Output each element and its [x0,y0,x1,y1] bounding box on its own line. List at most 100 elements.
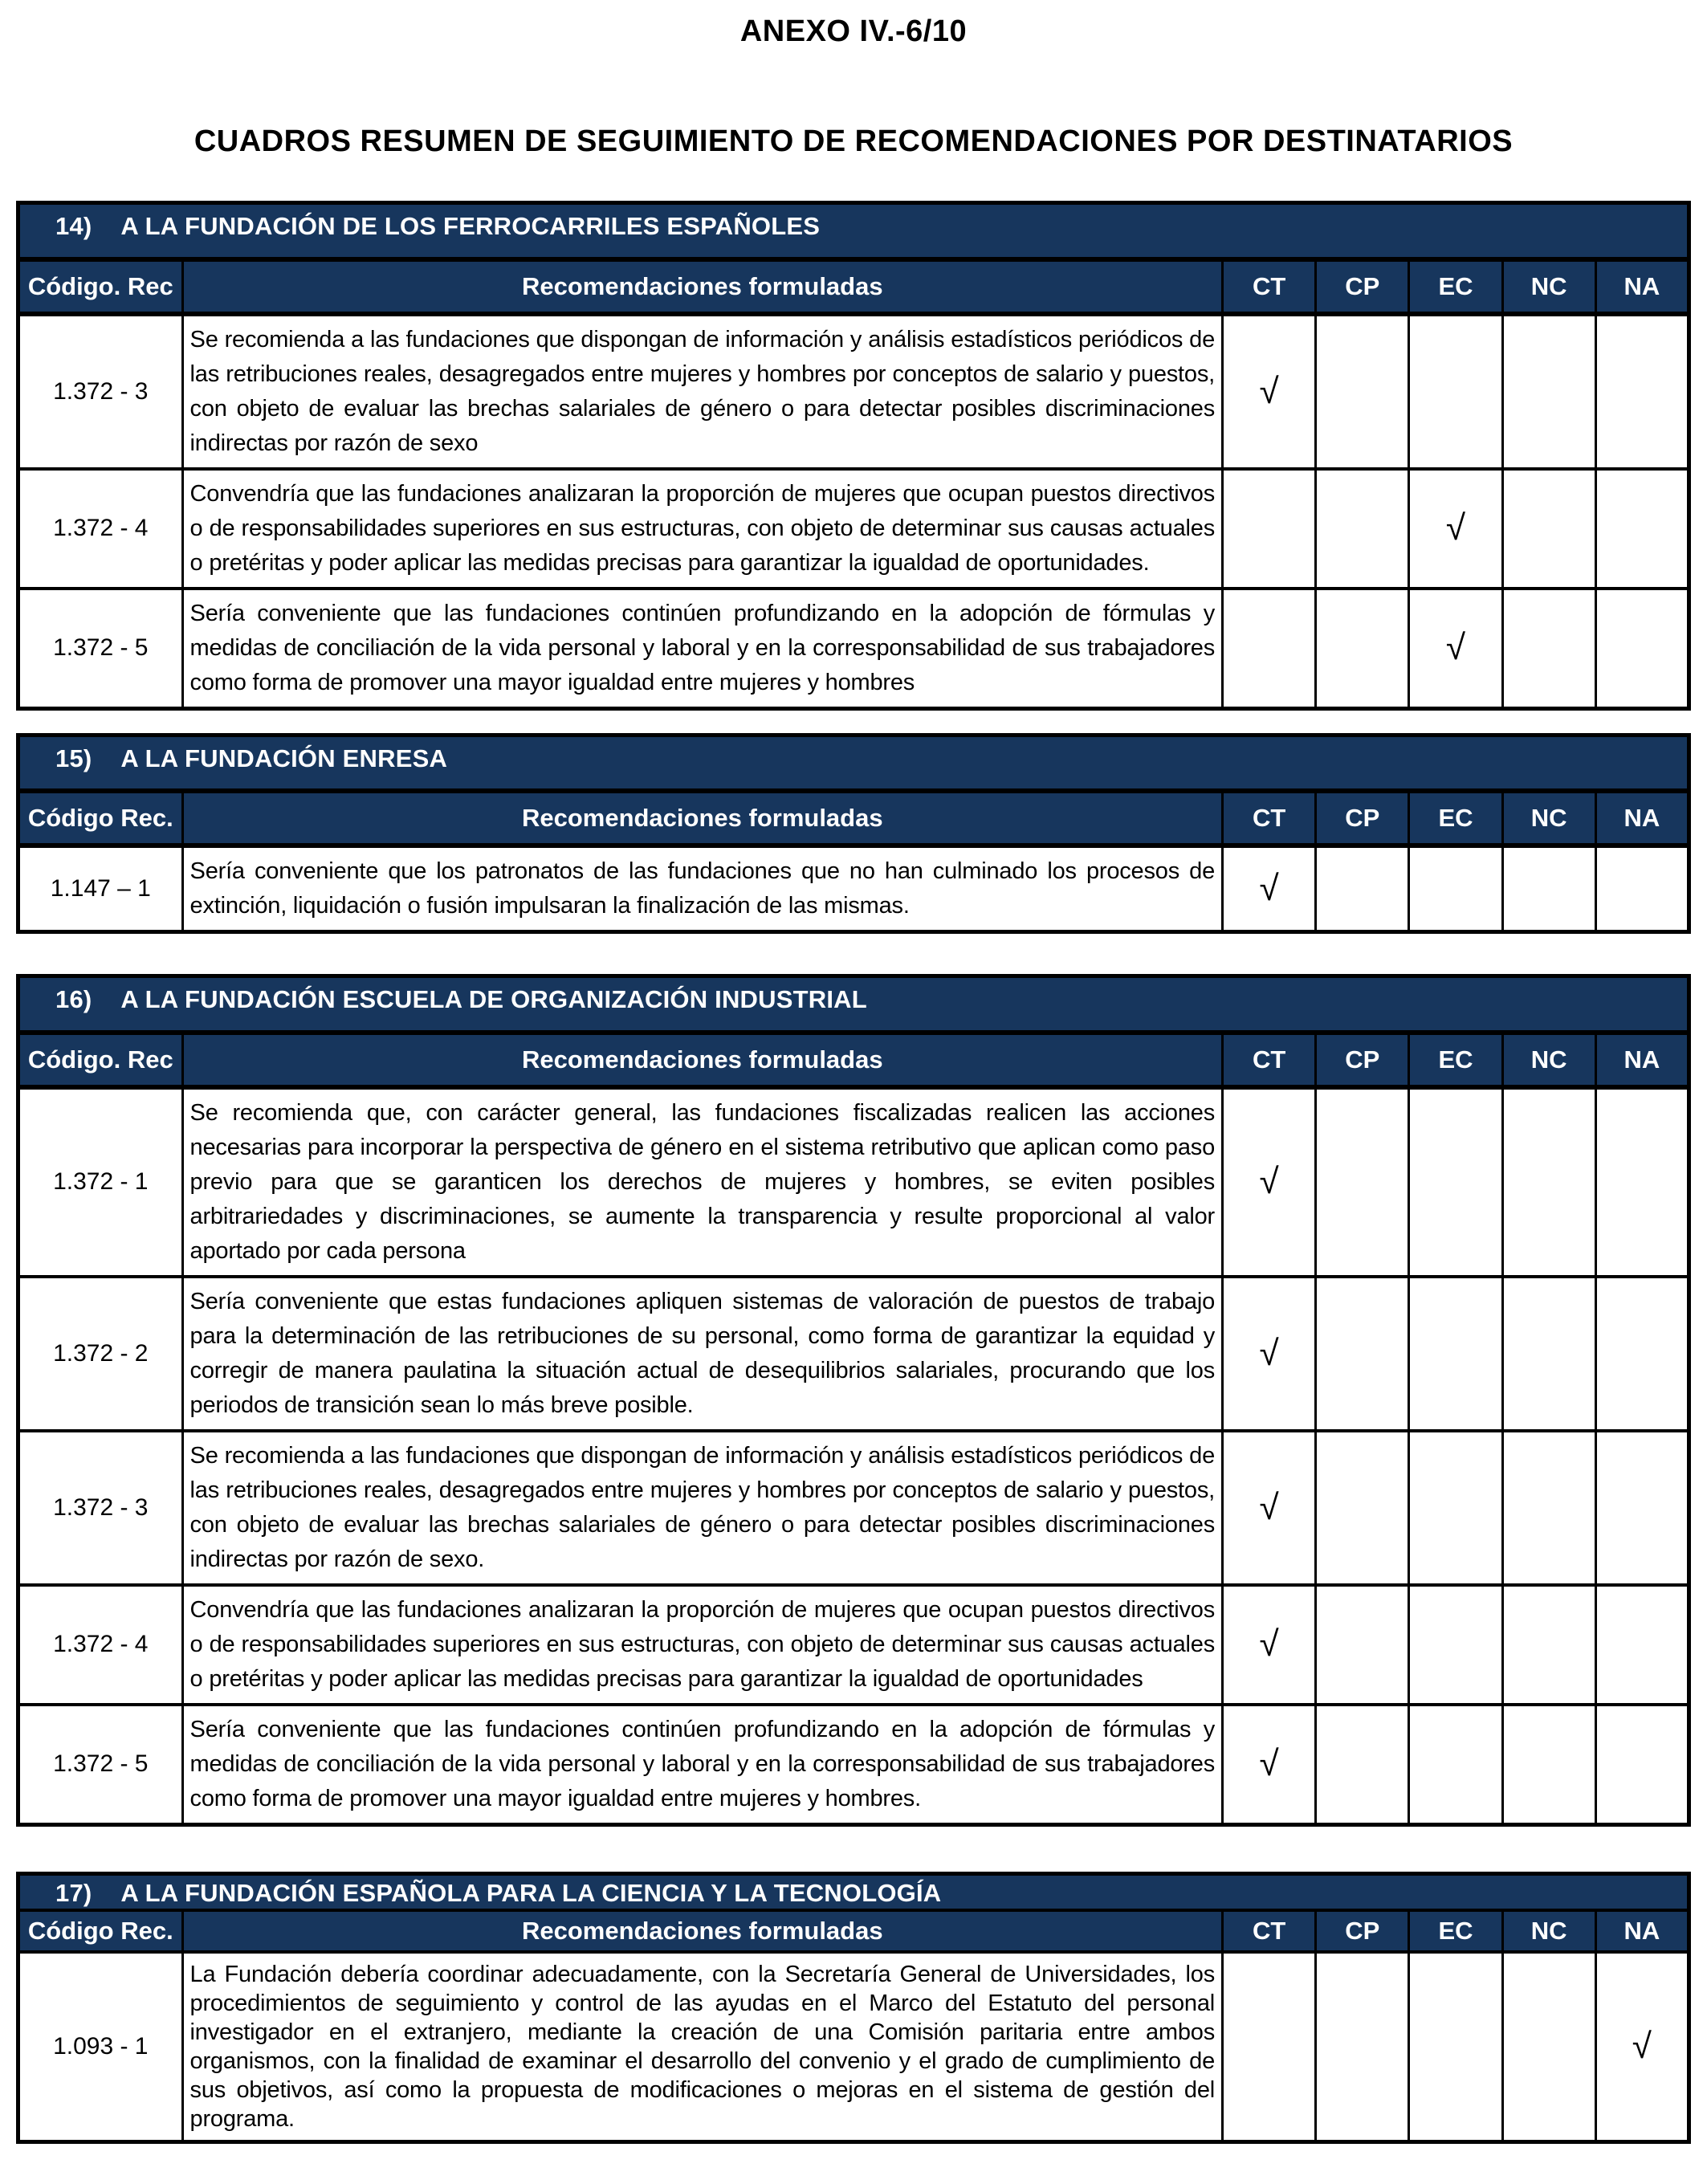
status-cell-nc [1501,467,1597,589]
recommendation-row: 1.147 – 1 Sería conveniente que los patr… [17,844,1691,933]
section-title: A LA FUNDACIÓN DE LOS FERROCARRILES ESPA… [120,212,821,240]
status-cell-cp [1314,586,1411,710]
status-column-header-na: NA [1594,789,1691,848]
code-cell: 1.147 – 1 [17,844,184,933]
checkmark-icon: √ [1259,1333,1279,1373]
status-cell-na [1594,312,1691,470]
status-cell-na [1594,844,1691,933]
status-cell-cp [1314,1583,1411,1705]
recommendation-text: Sería conveniente que los patronatos de … [181,844,1224,933]
recommendations-column-header: Recomendaciones formuladas [181,1909,1224,1954]
section-header-row: 17) A LA FUNDACIÓN ESPAÑOLA PARA LA CIENC… [17,1872,1690,1912]
checkmark-icon: √ [1445,628,1466,667]
status-column-header-ec: EC [1408,789,1504,848]
status-column-header-nc: NC [1501,789,1597,848]
status-cell-ct [1221,1950,1318,2143]
status-cell-nc [1501,1702,1597,1826]
checkmark-icon: √ [1632,2027,1652,2066]
status-cell-nc [1501,1085,1597,1277]
section-header-row: 14) A LA FUNDACIÓN DE LOS FERROCARRILES E… [17,202,1690,262]
recommendation-text: Sería conveniente que las fundaciones co… [181,1702,1224,1826]
section-number: 17) [55,1878,92,1907]
status-cell-na [1594,1702,1691,1826]
recommendation-row: 1.372 - 3 Se recomienda a las fundacione… [17,312,1691,470]
status-cell-ct: √ [1221,1274,1318,1432]
status-cell-ec [1408,1428,1504,1586]
recommendation-text: Sería conveniente que estas fundaciones … [181,1274,1224,1432]
status-column-header-cp: CP [1314,1909,1411,1954]
recommendation-text: Se recomienda a las fundaciones que disp… [181,312,1224,470]
recommendation-row: 1.372 - 5 Sería conveniente que las fund… [17,586,1691,710]
recommendation-row: 1.372 - 3 Se recomienda a las fundacione… [17,1428,1691,1586]
recommendation-text: Convendría que las fundaciones analizara… [181,467,1224,589]
status-column-header-cp: CP [1314,1031,1411,1090]
table-14-fundacion-ferrocarriles: 14) A LA FUNDACIÓN DE LOS FERROCARRILES E… [16,201,1691,711]
status-cell-ec [1408,844,1504,933]
recommendations-column-header: Recomendaciones formuladas [181,1031,1224,1090]
status-cell-ec [1408,1085,1504,1277]
checkmark-icon: √ [1445,508,1466,548]
code-column-header: Código. Rec [17,258,184,316]
recommendations-column-header: Recomendaciones formuladas [181,258,1224,316]
recommendation-text: Se recomienda a las fundaciones que disp… [181,1428,1224,1586]
status-cell-ct [1221,586,1318,710]
status-cell-na [1594,586,1691,710]
recommendation-text: Sería conveniente que las fundaciones co… [181,586,1224,710]
status-column-header-cp: CP [1314,789,1411,848]
section-number: 15) [55,744,92,772]
recommendation-row: 1.372 - 2 Sería conveniente que estas fu… [17,1274,1691,1432]
code-cell: 1.372 - 5 [17,1702,184,1826]
status-cell-na [1594,467,1691,589]
page-title: ANEXO IV.-6/10 [739,14,968,48]
code-column-header: Código. Rec [17,1031,184,1090]
table-15-fundacion-enresa: 15) A LA FUNDACIÓN ENRESA Código Rec. Rec… [16,732,1691,934]
status-column-header-nc: NC [1501,1031,1597,1090]
status-column-header-ec: EC [1408,1909,1504,1954]
recommendation-row: 1.372 - 4 Convendría que las fundaciones… [17,467,1691,589]
page-subtitle: CUADROS RESUMEN DE SEGUIMIENTO DE RECOME… [194,124,1513,158]
table-17-fundacion-fecyt: 17) A LA FUNDACIÓN ESPAÑOLA PARA LA CIENC… [16,1871,1691,2144]
status-column-header-na: NA [1594,258,1691,316]
status-cell-cp [1314,1085,1411,1277]
status-column-header-ct: CT [1221,258,1318,316]
status-cell-ct: √ [1221,1702,1318,1826]
recommendation-row: 1.372 - 4 Convendría que las fundaciones… [17,1583,1691,1705]
recommendation-text: La Fundación debería coordinar adecuadam… [181,1950,1224,2143]
status-cell-na: √ [1594,1950,1691,2143]
status-column-header-ct: CT [1221,789,1318,848]
status-cell-cp [1314,844,1411,933]
code-cell: 1.372 - 4 [17,1583,184,1705]
column-header-row: Código. Rec Recomendaciones formuladas C… [17,1031,1691,1090]
checkmark-icon: √ [1259,1162,1279,1201]
section-title: A LA FUNDACIÓN ENRESA [120,744,448,772]
code-column-header: Código Rec. [17,789,184,848]
status-column-header-ct: CT [1221,1909,1318,1954]
status-cell-cp [1314,312,1411,470]
section-header-row: 15) A LA FUNDACIÓN ENRESA [17,733,1690,793]
status-cell-na [1594,1428,1691,1586]
status-cell-cp [1314,1702,1411,1826]
checkmark-icon: √ [1259,1624,1279,1664]
code-cell: 1.372 - 3 [17,1428,184,1586]
status-cell-cp [1314,1274,1411,1432]
status-column-header-ec: EC [1408,1031,1504,1090]
status-cell-ec [1408,312,1504,470]
code-cell: 1.372 - 4 [17,467,184,589]
status-column-header-na: NA [1594,1909,1691,1954]
status-column-header-nc: NC [1501,1909,1597,1954]
status-cell-cp [1314,1950,1411,2143]
recommendations-column-header: Recomendaciones formuladas [181,789,1224,848]
status-cell-ct: √ [1221,1583,1318,1705]
status-cell-ec: √ [1408,467,1504,589]
status-cell-nc [1501,1274,1597,1432]
column-header-row: Código Rec. Recomendaciones formuladas C… [17,789,1691,848]
status-column-header-cp: CP [1314,258,1411,316]
status-cell-nc [1501,844,1597,933]
status-column-header-na: NA [1594,1031,1691,1090]
status-cell-ct: √ [1221,1085,1318,1277]
code-cell: 1.372 - 5 [17,586,184,710]
checkmark-icon: √ [1259,1487,1279,1527]
column-header-row: Código Rec. Recomendaciones formuladas C… [17,1909,1691,1954]
status-column-header-nc: NC [1501,258,1597,316]
